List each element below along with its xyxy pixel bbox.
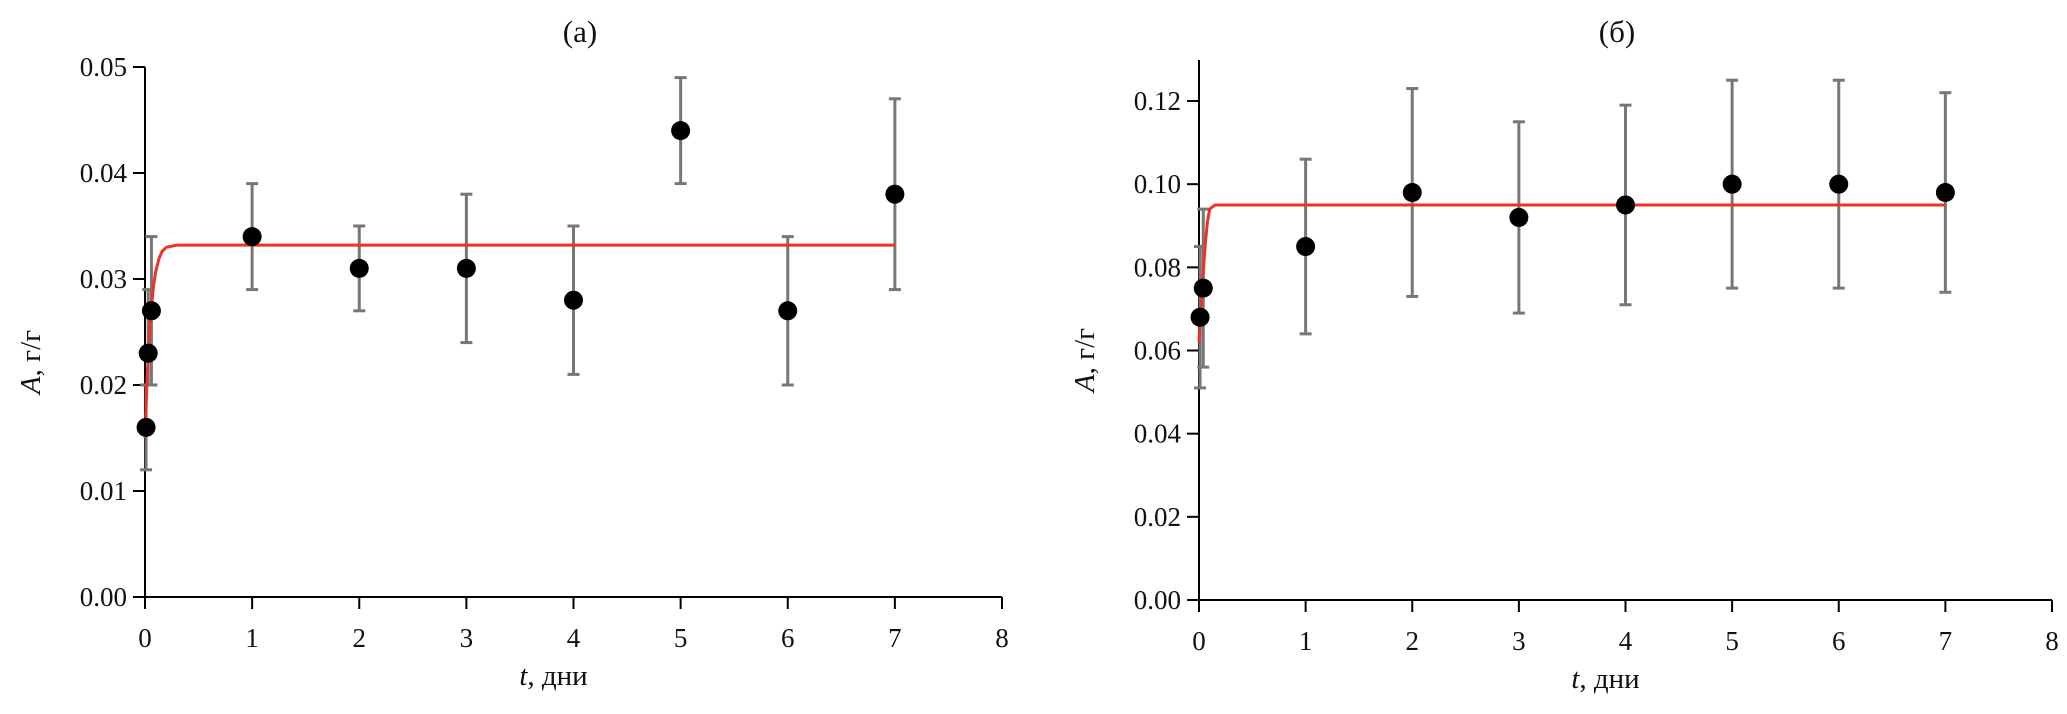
data-point [1296, 237, 1316, 257]
y-tick-label: 0.12 [1134, 86, 1181, 116]
x-tick-label: 2 [1406, 626, 1420, 656]
x-tick-label: 5 [1725, 626, 1739, 656]
y-axis-label: A, г/г [15, 330, 47, 396]
x-tick-label: 2 [353, 623, 367, 653]
x-tick-label: 7 [888, 623, 902, 653]
x-tick-label: 5 [674, 623, 688, 653]
chart-title: (а) [563, 14, 597, 49]
data-point [778, 301, 798, 321]
x-axis-label-unit: , дни [527, 660, 587, 692]
y-tick-label: 0.04 [1134, 419, 1182, 449]
data-point [885, 184, 905, 204]
data-point [1829, 174, 1849, 194]
data-point [242, 227, 262, 247]
data-point [1402, 182, 1422, 202]
y-axis-label-unit: , г/г [15, 330, 47, 376]
x-axis-label-unit: , дни [1579, 663, 1639, 695]
chart-panel-a: (а) 0 1 2 3 4 5 6 7 8 0.00 0.01 0.02 0.03 0.04 0.05 t, д… [15, 14, 1009, 692]
y-axis-label-var: A [15, 376, 47, 396]
y-tick-label: 0.02 [80, 370, 127, 400]
x-axis-label-var: t [519, 660, 528, 692]
x-tick-label: 1 [245, 623, 259, 653]
data-point [1193, 278, 1213, 298]
data-point [564, 290, 583, 310]
y-tick-label: 0.06 [1134, 336, 1181, 366]
x-tick-label: 0 [138, 623, 152, 653]
y-axis-label-unit: , г/г [1069, 328, 1101, 374]
x-tick-label: 3 [460, 623, 474, 653]
fit-line [1197, 203, 1946, 343]
x-tick-label: 7 [1939, 626, 1953, 656]
data-point [138, 343, 158, 363]
y-tick-label: 0.04 [80, 158, 128, 188]
data-point [1616, 195, 1635, 215]
chart-panel-b: (б) 0 1 2 3 4 5 6 7 8 0.00 0.02 0.04 0.06 0.08 0.10 0.12… [1069, 14, 2059, 695]
x-tick-label: 6 [1832, 626, 1846, 656]
x-tick-label: 3 [1512, 626, 1526, 656]
y-tick-label: 0.05 [80, 52, 127, 82]
x-tick-label: 0 [1192, 626, 1206, 656]
data-point [349, 258, 369, 278]
y-tick-label: 0.00 [1134, 585, 1181, 615]
data-point [1722, 174, 1742, 194]
data-point [456, 258, 476, 278]
x-tick-label: 1 [1299, 626, 1313, 656]
data-point [1509, 207, 1529, 227]
data-point [136, 417, 156, 437]
chart-title: (б) [1599, 14, 1635, 49]
fit-line [143, 243, 895, 439]
x-tick-label: 8 [2045, 626, 2059, 656]
y-tick-label: 0.00 [80, 582, 127, 612]
data-point [1935, 182, 1955, 202]
data-point [671, 121, 691, 141]
x-axis-label: t, дни [519, 660, 587, 692]
y-tick-label: 0.10 [1134, 169, 1181, 199]
data-point [141, 301, 161, 321]
y-tick-label: 0.08 [1134, 252, 1181, 282]
y-tick-label: 0.02 [1134, 502, 1181, 532]
x-axis-label: t, дни [1571, 663, 1639, 695]
data-point [1190, 307, 1210, 327]
y-tick-label: 0.03 [80, 264, 127, 294]
y-axis-label-var: A [1069, 374, 1101, 394]
x-axis-label-var: t [1571, 663, 1580, 695]
y-tick-label: 0.01 [80, 476, 127, 506]
x-tick-label: 4 [567, 623, 581, 653]
x-tick-label: 4 [1619, 626, 1633, 656]
x-tick-label: 6 [781, 623, 795, 653]
x-tick-label: 8 [995, 623, 1009, 653]
y-axis-label: A, г/г [1069, 328, 1101, 394]
